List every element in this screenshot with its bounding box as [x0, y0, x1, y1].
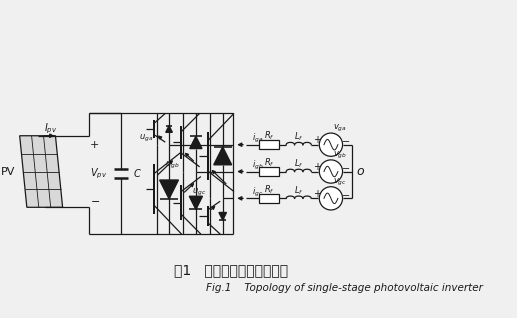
Circle shape: [320, 133, 343, 156]
Polygon shape: [189, 196, 203, 209]
Text: 图1   单级式光伏逆变器拓扑: 图1 单级式光伏逆变器拓扑: [174, 263, 288, 277]
Polygon shape: [166, 126, 172, 132]
Text: $u_{gb}$: $u_{gb}$: [165, 160, 180, 171]
Text: $u_{gc}$: $u_{gc}$: [192, 187, 206, 198]
Text: C: C: [133, 169, 140, 179]
Bar: [260, 140, 279, 149]
Text: $V_{pv}$: $V_{pv}$: [90, 167, 108, 181]
Polygon shape: [219, 212, 226, 220]
Text: $u_{ga}$: $u_{ga}$: [139, 133, 153, 144]
Text: o: o: [356, 165, 363, 178]
Text: Fig.1    Topology of single-stage photovoltaic inverter: Fig.1 Topology of single-stage photovolt…: [206, 283, 482, 293]
Circle shape: [320, 160, 343, 183]
Text: $-$: $-$: [341, 135, 350, 145]
Bar: [260, 194, 279, 203]
Polygon shape: [214, 147, 232, 165]
Circle shape: [320, 187, 343, 210]
Text: $i_{gc}$: $i_{gc}$: [252, 185, 264, 199]
Text: $I_{pv}$: $I_{pv}$: [44, 121, 57, 136]
Text: $-$: $-$: [341, 189, 350, 199]
Text: $R_f$: $R_f$: [264, 183, 275, 196]
Text: PV: PV: [1, 167, 15, 176]
Text: $i_{ga}$: $i_{ga}$: [252, 132, 264, 145]
Polygon shape: [160, 180, 178, 199]
Text: +: +: [313, 135, 321, 145]
Text: $L_f$: $L_f$: [294, 184, 303, 197]
Text: +: +: [90, 140, 99, 150]
Text: $L_f$: $L_f$: [294, 158, 303, 170]
Text: +: +: [313, 162, 321, 172]
Text: $v_{gb}$: $v_{gb}$: [333, 150, 347, 161]
Text: $v_{ga}$: $v_{ga}$: [333, 123, 346, 134]
Bar: [260, 167, 279, 176]
Text: $R_f$: $R_f$: [264, 129, 275, 142]
Text: $v_{gc}$: $v_{gc}$: [333, 177, 346, 188]
Text: $-$: $-$: [90, 195, 100, 205]
Text: +: +: [313, 189, 321, 199]
Text: $L_f$: $L_f$: [294, 131, 303, 143]
Polygon shape: [190, 136, 202, 149]
Text: $i_{gb}$: $i_{gb}$: [252, 159, 264, 172]
Text: $R_f$: $R_f$: [264, 156, 275, 169]
Text: $-$: $-$: [341, 162, 350, 172]
Polygon shape: [20, 136, 63, 207]
